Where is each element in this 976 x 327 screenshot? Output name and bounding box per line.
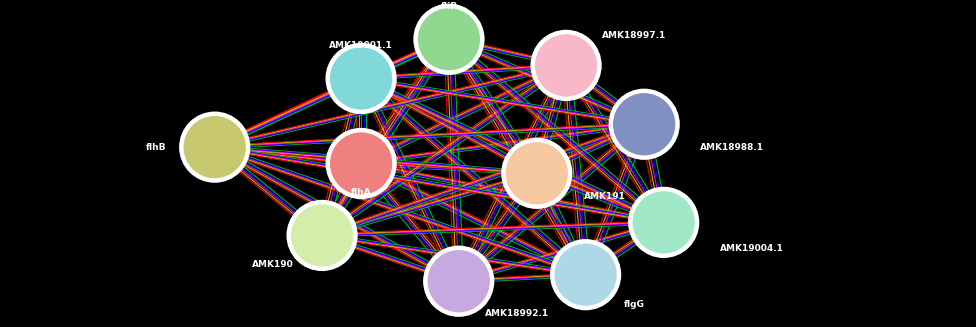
Ellipse shape bbox=[414, 4, 485, 75]
Ellipse shape bbox=[613, 93, 676, 156]
Ellipse shape bbox=[554, 243, 618, 306]
Ellipse shape bbox=[550, 239, 622, 310]
Text: AMK191: AMK191 bbox=[585, 192, 626, 201]
Text: flhB: flhB bbox=[145, 143, 167, 152]
Ellipse shape bbox=[502, 138, 573, 209]
Ellipse shape bbox=[632, 191, 696, 254]
Ellipse shape bbox=[629, 187, 700, 258]
Ellipse shape bbox=[423, 246, 495, 317]
Text: AMK19001.1: AMK19001.1 bbox=[329, 41, 393, 50]
Ellipse shape bbox=[418, 8, 481, 71]
Text: AMK18992.1: AMK18992.1 bbox=[485, 309, 549, 318]
Ellipse shape bbox=[326, 43, 397, 114]
Text: AMK190: AMK190 bbox=[253, 260, 294, 269]
Text: flhA: flhA bbox=[350, 188, 372, 198]
Ellipse shape bbox=[329, 47, 393, 110]
Text: fliP: fliP bbox=[440, 2, 458, 11]
Text: flgG: flgG bbox=[624, 300, 645, 309]
Text: AMK18988.1: AMK18988.1 bbox=[700, 143, 764, 152]
Ellipse shape bbox=[531, 30, 601, 101]
Ellipse shape bbox=[506, 142, 569, 205]
Ellipse shape bbox=[534, 34, 597, 97]
Ellipse shape bbox=[326, 128, 397, 199]
Ellipse shape bbox=[183, 115, 246, 179]
Text: AMK18997.1: AMK18997.1 bbox=[602, 31, 667, 41]
Ellipse shape bbox=[180, 112, 250, 183]
Text: AMK19004.1: AMK19004.1 bbox=[719, 244, 784, 253]
Ellipse shape bbox=[291, 204, 354, 267]
Ellipse shape bbox=[609, 89, 680, 160]
Ellipse shape bbox=[427, 250, 491, 313]
Ellipse shape bbox=[287, 200, 358, 271]
Ellipse shape bbox=[329, 132, 393, 195]
